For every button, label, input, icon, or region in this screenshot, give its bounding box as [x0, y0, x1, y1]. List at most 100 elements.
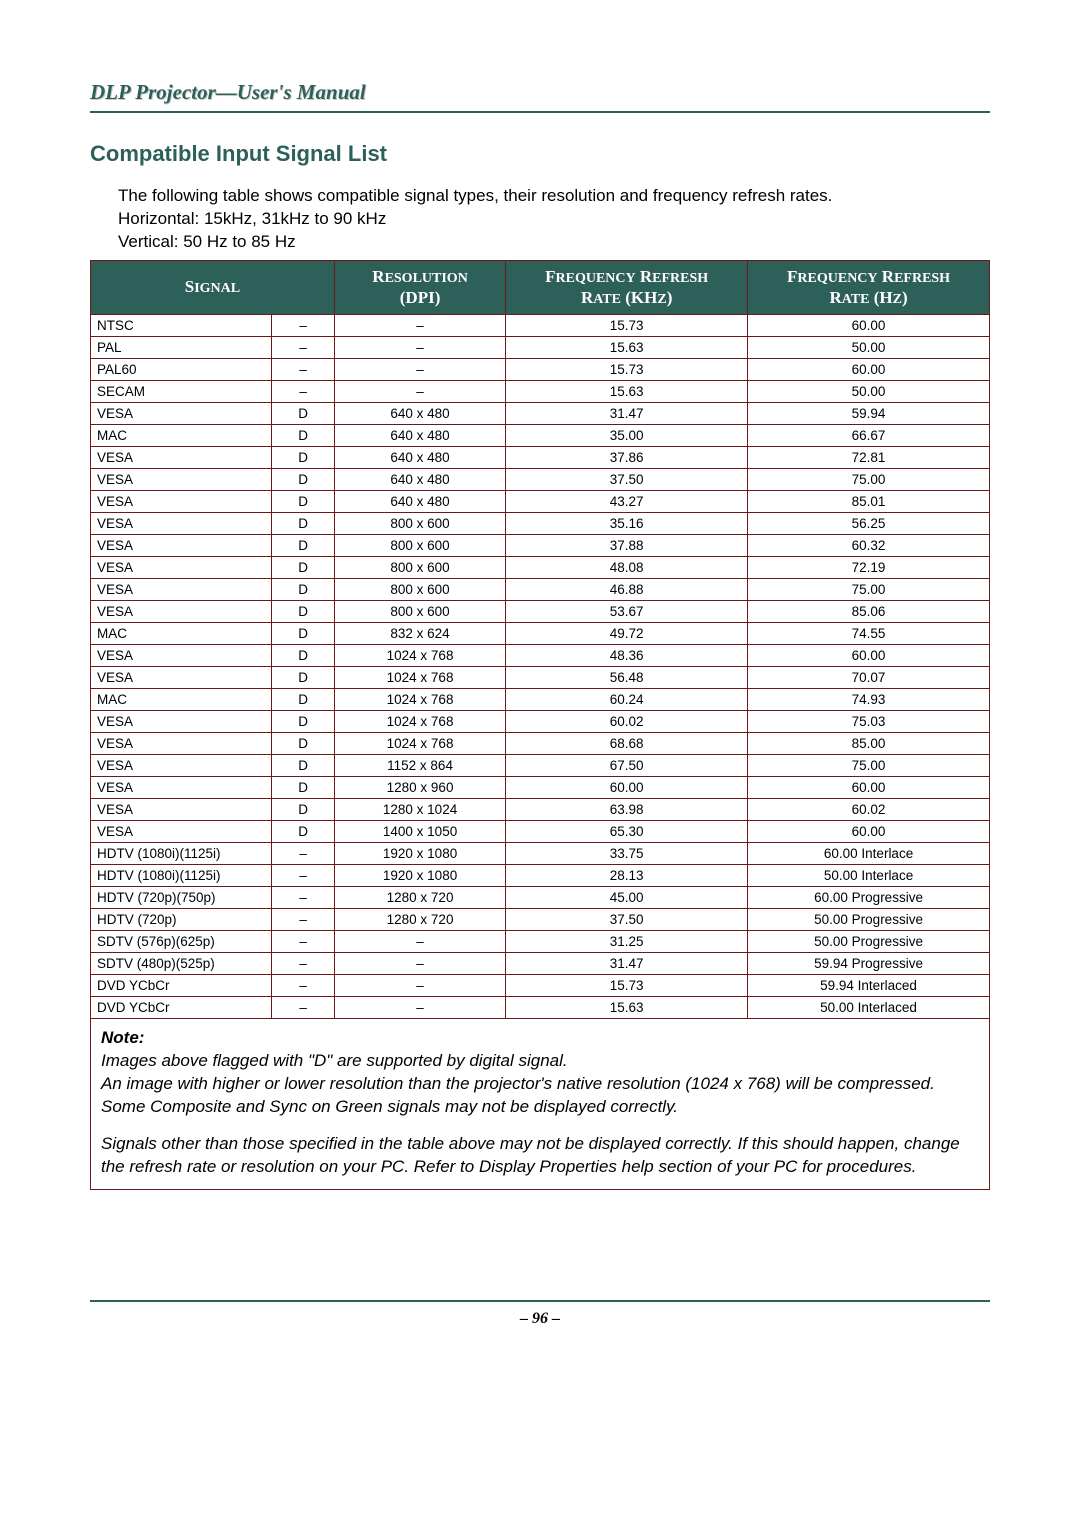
table-cell: VESA	[91, 469, 272, 491]
table-cell: –	[272, 359, 334, 381]
table-cell: MAC	[91, 425, 272, 447]
table-cell: 59.94 Progressive	[748, 953, 990, 975]
table-body: NTSC––15.7360.00PAL––15.6350.00PAL60––15…	[91, 315, 990, 1019]
table-cell: VESA	[91, 535, 272, 557]
table-cell: D	[272, 403, 334, 425]
table-cell: 75.00	[748, 755, 990, 777]
table-cell: 60.32	[748, 535, 990, 557]
table-cell: VESA	[91, 403, 272, 425]
table-cell: 56.25	[748, 513, 990, 535]
table-cell: 37.50	[506, 469, 748, 491]
table-cell: PAL	[91, 337, 272, 359]
table-cell: D	[272, 733, 334, 755]
table-row: HDTV (720p)(750p)–1280 x 72045.0060.00 P…	[91, 887, 990, 909]
col-header-resolution: RESOLUTION(DPI)	[334, 260, 505, 315]
note-text: An image with higher or lower resolution…	[101, 1074, 935, 1093]
table-cell: 1280 x 960	[334, 777, 505, 799]
table-cell: 640 x 480	[334, 425, 505, 447]
table-cell: 640 x 480	[334, 491, 505, 513]
table-cell: 1920 x 1080	[334, 865, 505, 887]
table-row: HDTV (1080i)(1125i)–1920 x 108028.1350.0…	[91, 865, 990, 887]
table-cell: 56.48	[506, 667, 748, 689]
table-cell: 48.36	[506, 645, 748, 667]
table-cell: 1024 x 768	[334, 689, 505, 711]
table-cell: MAC	[91, 623, 272, 645]
table-cell: 72.81	[748, 447, 990, 469]
table-cell: VESA	[91, 491, 272, 513]
table-cell: –	[272, 381, 334, 403]
table-cell: –	[272, 997, 334, 1019]
table-cell: D	[272, 821, 334, 843]
table-cell: 640 x 480	[334, 403, 505, 425]
table-row: VESAD1024 x 76860.0275.03	[91, 711, 990, 733]
table-cell: D	[272, 799, 334, 821]
table-cell: –	[334, 997, 505, 1019]
table-cell: –	[272, 975, 334, 997]
table-cell: 60.00	[748, 821, 990, 843]
table-cell: 85.01	[748, 491, 990, 513]
note-box: Note: Images above flagged with "D" are …	[90, 1019, 990, 1190]
table-cell: 43.27	[506, 491, 748, 513]
table-row: MACD640 x 48035.0066.67	[91, 425, 990, 447]
table-cell: 66.67	[748, 425, 990, 447]
header-rule	[90, 111, 990, 113]
col-header-signal: SIGNAL	[91, 260, 335, 315]
table-row: VESAD1024 x 76856.4870.07	[91, 667, 990, 689]
table-row: NTSC––15.7360.00	[91, 315, 990, 337]
table-cell: SDTV (480p)(525p)	[91, 953, 272, 975]
table-cell: 63.98	[506, 799, 748, 821]
table-cell: D	[272, 755, 334, 777]
table-cell: 31.47	[506, 953, 748, 975]
table-cell: NTSC	[91, 315, 272, 337]
table-cell: 60.02	[748, 799, 990, 821]
table-cell: 15.73	[506, 975, 748, 997]
table-row: VESAD1280 x 96060.0060.00	[91, 777, 990, 799]
table-cell: SDTV (576p)(625p)	[91, 931, 272, 953]
intro-line: The following table shows compatible sig…	[118, 185, 990, 208]
table-row: VESAD800 x 60053.6785.06	[91, 601, 990, 623]
table-row: VESAD640 x 48043.2785.01	[91, 491, 990, 513]
table-row: VESAD800 x 60035.1656.25	[91, 513, 990, 535]
table-cell: –	[272, 909, 334, 931]
table-cell: D	[272, 469, 334, 491]
table-cell: 46.88	[506, 579, 748, 601]
table-row: VESAD800 x 60037.8860.32	[91, 535, 990, 557]
table-row: MACD832 x 62449.7274.55	[91, 623, 990, 645]
table-cell: 15.63	[506, 997, 748, 1019]
table-cell: 800 x 600	[334, 557, 505, 579]
table-cell: D	[272, 667, 334, 689]
table-cell: 60.00	[748, 645, 990, 667]
table-cell: –	[272, 865, 334, 887]
intro-line: Horizontal: 15kHz, 31kHz to 90 kHz	[118, 208, 990, 231]
table-cell: PAL60	[91, 359, 272, 381]
table-cell: 72.19	[748, 557, 990, 579]
table-cell: –	[272, 315, 334, 337]
table-cell: 50.00 Interlace	[748, 865, 990, 887]
table-cell: 800 x 600	[334, 601, 505, 623]
table-cell: VESA	[91, 711, 272, 733]
table-row: VESAD640 x 48037.8672.81	[91, 447, 990, 469]
table-cell: VESA	[91, 447, 272, 469]
table-cell: 70.07	[748, 667, 990, 689]
table-cell: 1024 x 768	[334, 667, 505, 689]
table-cell: 1024 x 768	[334, 733, 505, 755]
table-row: VESAD1152 x 86467.5075.00	[91, 755, 990, 777]
note-text: Some Composite and Sync on Green signals…	[101, 1097, 678, 1116]
table-cell: 1024 x 768	[334, 711, 505, 733]
table-cell: 60.00	[748, 359, 990, 381]
table-cell: –	[272, 337, 334, 359]
intro-line: Vertical: 50 Hz to 85 Hz	[118, 231, 990, 254]
table-cell: VESA	[91, 667, 272, 689]
table-cell: HDTV (1080i)(1125i)	[91, 865, 272, 887]
table-cell: –	[272, 953, 334, 975]
table-cell: –	[272, 843, 334, 865]
table-cell: D	[272, 623, 334, 645]
col-header-khz: FREQUENCY REFRESHRATE (KHZ)	[506, 260, 748, 315]
table-cell: D	[272, 601, 334, 623]
table-cell: 15.73	[506, 359, 748, 381]
table-cell: 59.94	[748, 403, 990, 425]
table-cell: 15.63	[506, 337, 748, 359]
table-cell: 85.06	[748, 601, 990, 623]
table-cell: 28.13	[506, 865, 748, 887]
document-page: DLP Projector—User's Manual Compatible I…	[0, 0, 1080, 1388]
